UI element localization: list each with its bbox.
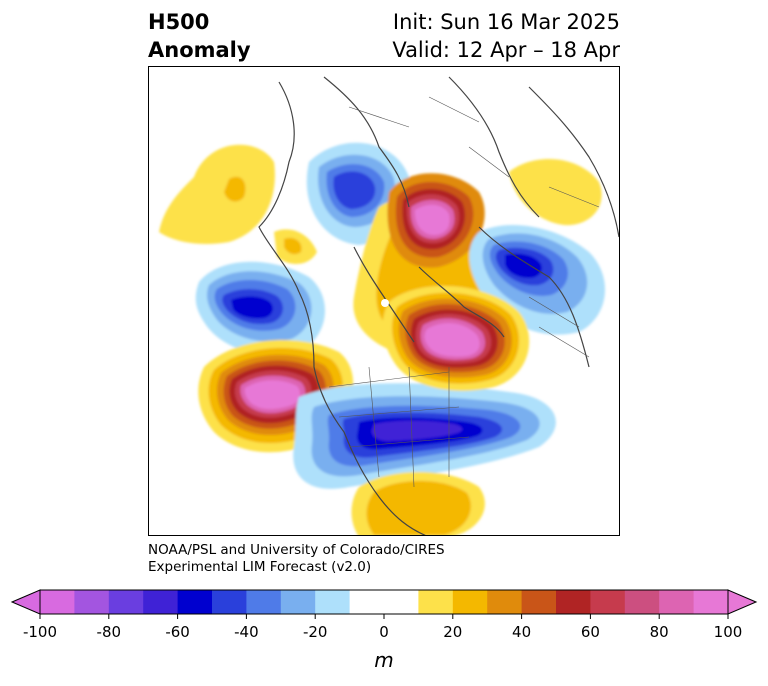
positive-anomaly-europe [509, 159, 602, 226]
map-title: H500 Anomaly [148, 8, 251, 64]
field-label: Anomaly [148, 38, 251, 62]
credit-line-2: Experimental LIM Forecast (v2.0) [148, 559, 372, 575]
colorbar-tick-label: -40 [234, 623, 259, 641]
colorbar-cell [143, 590, 179, 614]
colorbar-tick-label: 60 [581, 623, 600, 641]
positive-anomaly-nw-pacific [159, 144, 275, 244]
init-date: Init: Sun 16 Mar 2025 [392, 10, 620, 34]
colorbar-cell [74, 590, 110, 614]
variable-label: H500 [148, 10, 210, 34]
credit: NOAA/PSL and University of Colorado/CIRE… [148, 542, 445, 576]
anomaly-map [148, 66, 620, 536]
colorbar-tick-label: 40 [512, 623, 531, 641]
colorbar-cell [177, 590, 213, 614]
colorbar-cell [659, 590, 695, 614]
forecast-dates: Init: Sun 16 Mar 2025 Valid: 12 Apr – 18… [392, 8, 620, 64]
colorbar-cell [246, 590, 282, 614]
colorbar-over-arrow [727, 589, 758, 615]
anomaly-contours [159, 142, 606, 535]
colorbar-ticks: -100 -80 -60 -40 -20 0 20 40 60 80 100 [23, 614, 742, 641]
colorbar-cell [315, 590, 351, 614]
colorbar-cell [556, 590, 591, 614]
polar-stereographic-map [159, 76, 619, 535]
colorbar-cells [40, 590, 729, 614]
colorbar-cell [280, 590, 316, 614]
credit-line-1: NOAA/PSL and University of Colorado/CIRE… [148, 542, 445, 558]
colorbar-tick-label: 80 [650, 623, 669, 641]
colorbar-cell [521, 590, 557, 614]
north-pole-marker [381, 299, 389, 307]
positive-anomaly-nw-pacific-core [224, 176, 246, 202]
coastlines [258, 76, 619, 535]
valid-range: Valid: 12 Apr – 18 Apr [392, 38, 620, 62]
colorbar: -100 -80 -60 -40 -20 0 20 40 60 80 100 [10, 589, 758, 641]
colorbar-cell [418, 590, 454, 614]
colorbar-unit: m [374, 648, 394, 672]
colorbar-tick-label: 0 [379, 623, 389, 641]
colorbar-cell [452, 590, 488, 614]
colorbar-cell [108, 590, 144, 614]
colorbar-tick-label: 100 [714, 623, 743, 641]
colorbar-cell [384, 590, 419, 614]
colorbar-cell [40, 590, 75, 614]
colorbar-tick-label: -60 [165, 623, 190, 641]
colorbar-cell [590, 590, 626, 614]
colorbar-cell [487, 590, 523, 614]
colorbar-tick-label: -20 [303, 623, 328, 641]
colorbar-cell [624, 590, 660, 614]
political-borders [328, 96, 600, 488]
colorbar-tick-label: -80 [97, 623, 122, 641]
colorbar-cell [693, 590, 729, 614]
colorbar-under-arrow [10, 589, 41, 615]
colorbar-tick-label: 20 [443, 623, 462, 641]
colorbar-cell [349, 590, 385, 614]
colorbar-tick-label: -100 [23, 623, 57, 641]
colorbar-cell [212, 590, 247, 614]
